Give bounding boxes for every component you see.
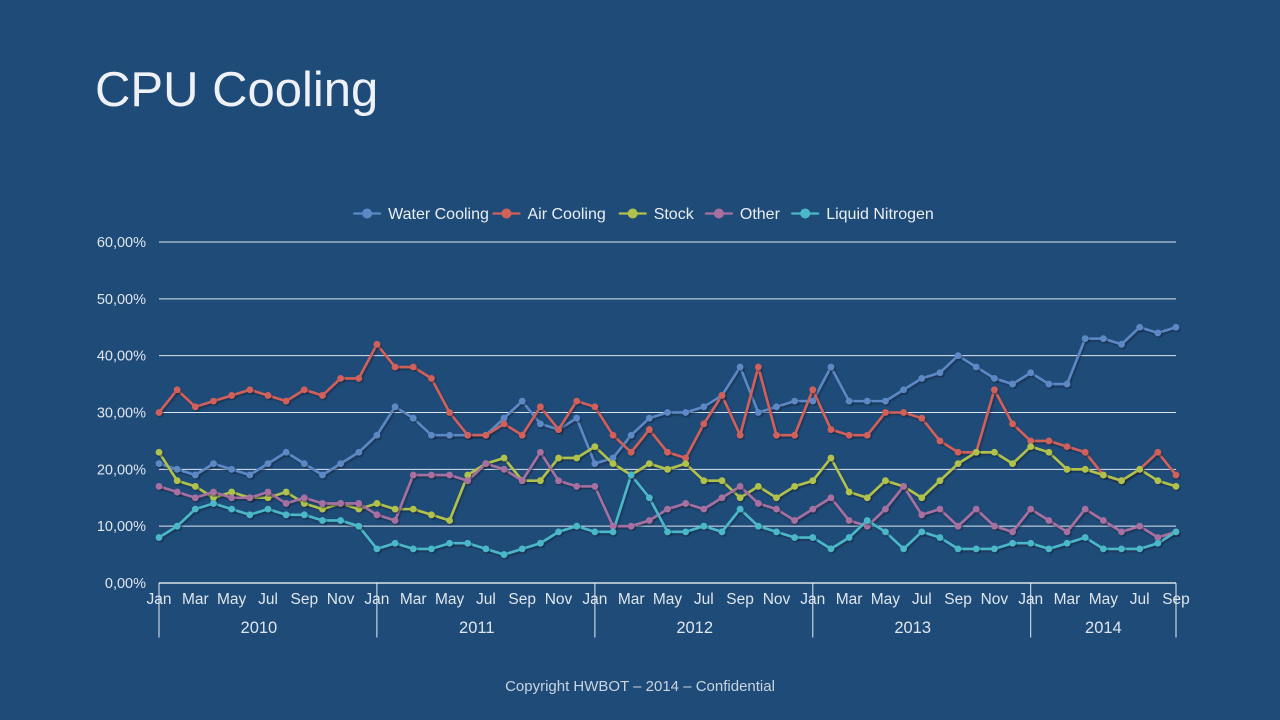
svg-text:Sep: Sep bbox=[1162, 591, 1190, 608]
svg-text:50,00%: 50,00% bbox=[97, 292, 146, 308]
svg-text:Mar: Mar bbox=[1054, 591, 1081, 608]
svg-text:Mar: Mar bbox=[182, 591, 209, 608]
svg-text:10,00%: 10,00% bbox=[97, 519, 146, 535]
svg-text:2014: 2014 bbox=[1085, 619, 1122, 637]
svg-text:20,00%: 20,00% bbox=[97, 462, 146, 478]
svg-text:2011: 2011 bbox=[459, 619, 494, 637]
svg-text:Jan: Jan bbox=[800, 591, 825, 608]
svg-text:Sep: Sep bbox=[291, 591, 319, 608]
svg-text:0,00%: 0,00% bbox=[105, 576, 146, 592]
svg-text:May: May bbox=[871, 591, 901, 608]
svg-text:May: May bbox=[1089, 591, 1119, 608]
svg-text:Mar: Mar bbox=[618, 591, 645, 608]
svg-text:2012: 2012 bbox=[676, 619, 713, 637]
svg-text:Jul: Jul bbox=[258, 591, 278, 608]
svg-text:60,00%: 60,00% bbox=[97, 235, 146, 251]
svg-text:Water Cooling: Water Cooling bbox=[388, 206, 489, 223]
svg-text:Jan: Jan bbox=[147, 591, 172, 608]
svg-text:Jul: Jul bbox=[912, 591, 932, 608]
svg-text:30,00%: 30,00% bbox=[97, 406, 146, 422]
svg-text:Mar: Mar bbox=[836, 591, 863, 608]
svg-text:Mar: Mar bbox=[400, 591, 427, 608]
svg-text:Jul: Jul bbox=[694, 591, 714, 608]
svg-text:May: May bbox=[435, 591, 465, 608]
svg-text:Liquid Nitrogen: Liquid Nitrogen bbox=[826, 206, 934, 223]
svg-text:Sep: Sep bbox=[726, 591, 754, 608]
svg-text:Jan: Jan bbox=[364, 591, 389, 608]
svg-text:2013: 2013 bbox=[894, 619, 931, 637]
svg-text:Nov: Nov bbox=[981, 591, 1009, 608]
svg-text:40,00%: 40,00% bbox=[97, 349, 146, 365]
svg-text:Nov: Nov bbox=[763, 591, 791, 608]
svg-text:May: May bbox=[653, 591, 683, 608]
svg-text:Nov: Nov bbox=[545, 591, 573, 608]
svg-text:May: May bbox=[217, 591, 247, 608]
svg-text:Nov: Nov bbox=[327, 591, 355, 608]
svg-text:Stock: Stock bbox=[654, 206, 695, 223]
svg-text:Jan: Jan bbox=[1018, 591, 1043, 608]
svg-text:Other: Other bbox=[740, 206, 781, 223]
svg-text:Sep: Sep bbox=[508, 591, 536, 608]
svg-text:Air Cooling: Air Cooling bbox=[528, 206, 606, 223]
svg-text:2010: 2010 bbox=[241, 619, 278, 637]
svg-text:Sep: Sep bbox=[944, 591, 972, 608]
svg-text:Jan: Jan bbox=[582, 591, 607, 608]
svg-text:Jul: Jul bbox=[476, 591, 496, 608]
svg-text:Jul: Jul bbox=[1130, 591, 1150, 608]
